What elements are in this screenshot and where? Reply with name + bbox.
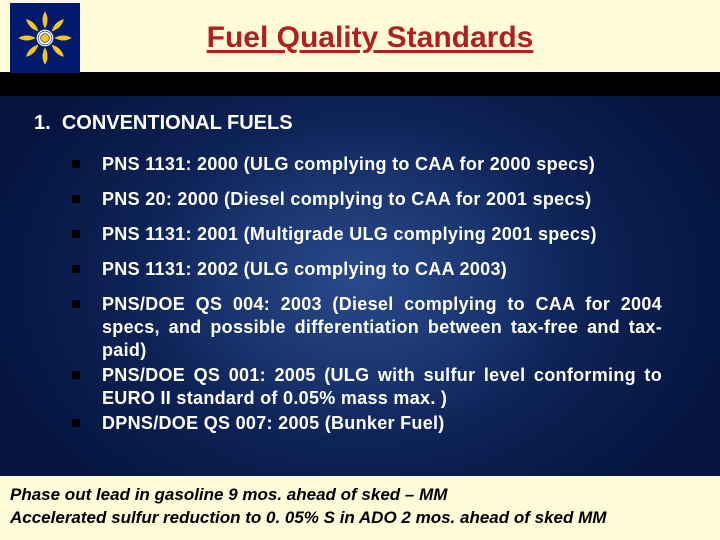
bullet-text: PNS 1131: 2001 (Multigrade ULG complying… [102,223,597,246]
bullet-square-icon [72,419,80,427]
bullet-text: PNS 1131: 2002 (ULG complying to CAA 200… [102,258,507,281]
list-item: DPNS/DOE QS 007: 2005 (Bunker Fuel) [72,412,690,435]
bullet-square-icon [72,265,80,273]
org-logo [10,3,80,73]
list-item: PNS 1131: 2000 (ULG complying to CAA for… [72,153,690,176]
bullet-square-icon [72,371,80,379]
bullet-text: PNS 20: 2000 (Diesel complying to CAA fo… [102,188,591,211]
bullet-text: PNS 1131: 2000 (ULG complying to CAA for… [102,153,595,176]
list-item: PNS 1131: 2002 (ULG complying to CAA 200… [72,258,690,281]
list-item: PNS/DOE QS 001: 2005 (ULG with sulfur le… [72,364,690,410]
slide-title: Fuel Quality Standards [80,21,710,55]
bullet-square-icon [72,300,80,308]
section-heading: 1. CONVENTIONAL FUELS [34,112,690,135]
bullet-square-icon [72,160,80,168]
footer-line-2: Accelerated sulfur reduction to 0. 05% S… [10,507,710,530]
section-number: 1. [34,112,51,134]
footer-line-1: Phase out lead in gasoline 9 mos. ahead … [10,484,710,507]
bullet-square-icon [72,230,80,238]
slide-body: 1. CONVENTIONAL FUELS PNS 1131: 2000 (UL… [0,76,720,435]
footer-note: Phase out lead in gasoline 9 mos. ahead … [0,476,720,540]
sun-gear-icon [14,7,76,69]
bullet-square-icon [72,195,80,203]
list-item: PNS 20: 2000 (Diesel complying to CAA fo… [72,188,690,211]
bullet-text: PNS/DOE QS 001: 2005 (ULG with sulfur le… [102,364,662,410]
list-item: PNS/DOE QS 004: 2003 (Diesel complying t… [72,293,690,362]
bullet-text: PNS/DOE QS 004: 2003 (Diesel complying t… [102,293,662,362]
section-title: CONVENTIONAL FUELS [62,112,293,134]
bullet-list: PNS 1131: 2000 (ULG complying to CAA for… [72,153,690,435]
bullet-text: DPNS/DOE QS 007: 2005 (Bunker Fuel) [102,412,445,435]
list-item: PNS 1131: 2001 (Multigrade ULG complying… [72,223,690,246]
